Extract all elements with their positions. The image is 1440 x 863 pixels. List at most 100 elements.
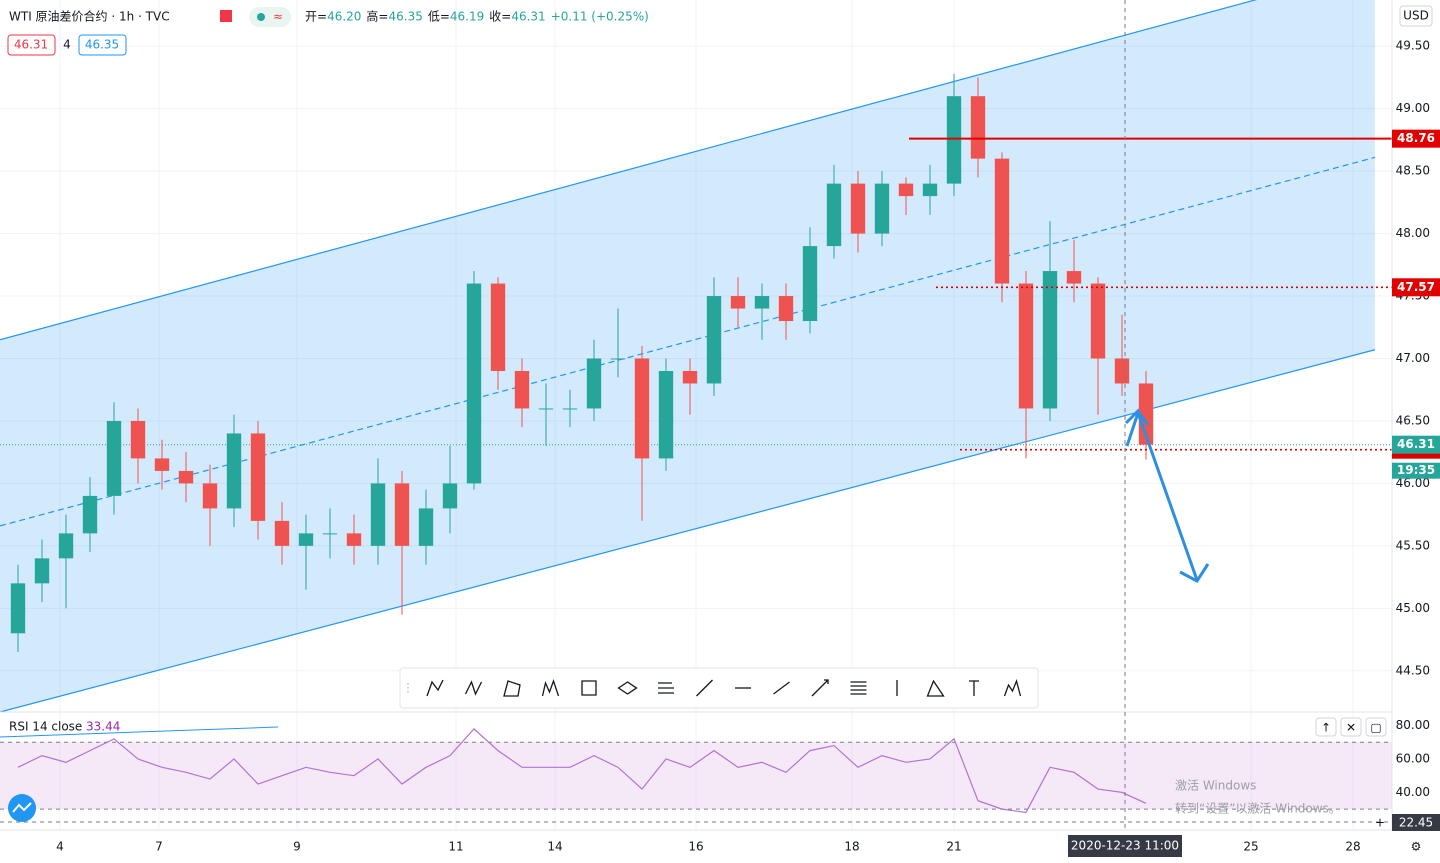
candle-body	[106, 420, 122, 496]
candle-body	[178, 470, 194, 484]
countdown: 19:35	[1397, 463, 1435, 477]
ohlc-key: 高=	[366, 9, 388, 24]
channel-fill	[0, 0, 1375, 712]
level-label-box	[1392, 278, 1440, 297]
ask-box	[78, 34, 127, 56]
tool-icon[interactable]	[503, 680, 521, 697]
tool-icon[interactable]	[773, 681, 790, 695]
candle-body	[82, 495, 98, 534]
crosshair-time: 2020-12-23 11:00	[1071, 839, 1179, 853]
candle-body	[994, 158, 1010, 284]
currency: USD	[1403, 9, 1429, 23]
tool-icon[interactable]	[969, 680, 979, 696]
candle-body	[706, 296, 722, 384]
y-tick-label: 48.00	[1396, 226, 1430, 240]
tool-icon[interactable]	[811, 679, 829, 697]
tool-icon[interactable]	[850, 681, 867, 695]
x-tick-label: 16	[688, 840, 703, 854]
y-tick-label: 44.50	[1396, 663, 1430, 677]
y-tick-label: 47.00	[1396, 351, 1430, 365]
rsi-trendline	[0, 726, 279, 738]
rsi-name: RSI 14 close	[9, 720, 82, 734]
pane-button[interactable]	[1315, 717, 1337, 737]
countdown-box	[1392, 462, 1440, 479]
last-price-label: 46.31	[1397, 437, 1435, 451]
candle-body	[970, 96, 986, 159]
tool-icon[interactable]	[926, 679, 945, 697]
tool-icon[interactable]	[696, 679, 713, 697]
tool-icon[interactable]	[426, 679, 444, 697]
y-tick-label: 60.00	[1396, 751, 1430, 765]
level-label: 48.76	[1397, 131, 1435, 145]
ohlc-value: 46.20	[327, 10, 361, 24]
candle-body	[682, 370, 698, 384]
candle-body	[850, 183, 866, 234]
status-dot	[257, 13, 265, 21]
channel-middle	[0, 156, 1376, 527]
candle-body	[1018, 283, 1034, 409]
x-tick-label: 7	[155, 840, 163, 854]
candle-body	[1066, 271, 1082, 284]
flag-icon	[220, 10, 232, 22]
channel-upper	[0, 0, 1258, 341]
candle-body	[130, 420, 146, 459]
tool-icon[interactable]	[464, 680, 483, 696]
level-label-box	[1392, 129, 1440, 148]
candle-body	[466, 283, 482, 484]
candle-body	[754, 296, 770, 309]
tool-icon[interactable]	[658, 682, 674, 694]
candle-body	[226, 433, 242, 509]
y-tick-label: 49.50	[1396, 39, 1430, 53]
candle-body	[394, 483, 410, 546]
toolbar	[399, 667, 1039, 709]
watermark-subtitle: 转到“设置”以激活 Windows。	[1175, 801, 1341, 816]
candle-body	[634, 358, 650, 459]
candle-body	[322, 533, 338, 535]
candle-body	[490, 283, 506, 371]
candle-body	[1042, 271, 1058, 409]
spread: 4	[63, 38, 71, 52]
candle-body	[586, 358, 602, 409]
pane-button-icon: ✕	[1346, 721, 1356, 735]
y-tick-label: 49.00	[1396, 101, 1430, 115]
y-tick-label: 80.00	[1396, 718, 1430, 732]
candle-body	[418, 508, 434, 546]
crosshair-value-box	[1392, 814, 1440, 831]
pane-button[interactable]	[1365, 717, 1387, 737]
pane-button-icon: ↑	[1321, 721, 1331, 735]
candle-body	[802, 246, 818, 322]
candle-body	[946, 96, 962, 184]
tool-icon[interactable]	[581, 680, 597, 696]
bid: 46.31	[14, 38, 48, 52]
ohlc-key: 收=	[489, 10, 511, 24]
rsi-value: 33.44	[86, 720, 120, 734]
tool-icon[interactable]	[541, 679, 560, 697]
y-tick-label: 40.00	[1396, 785, 1430, 799]
candle-body	[730, 296, 746, 309]
candle-body	[202, 483, 218, 509]
ohlc-key: 低=	[428, 10, 450, 24]
settings-icon[interactable]: ⚙	[1411, 840, 1422, 854]
ask: 46.35	[85, 38, 119, 52]
candle-body	[826, 183, 842, 247]
tool-icon[interactable]	[617, 681, 638, 695]
y-tick-label: 45.00	[1396, 601, 1430, 615]
status-icon: ≈	[273, 10, 283, 24]
candle-body	[778, 296, 794, 322]
last-price-label-box	[1392, 435, 1440, 454]
candle-body	[274, 520, 290, 546]
candle-body	[250, 433, 266, 521]
ohlc-value: 46.31	[511, 10, 545, 24]
ohlc-value: 46.35	[388, 10, 422, 24]
pane-button[interactable]	[1340, 717, 1362, 737]
tool-icon[interactable]	[1003, 678, 1022, 697]
bid-box	[7, 34, 56, 56]
candle-body	[58, 533, 74, 559]
candle-body	[874, 183, 890, 234]
arrow-head	[1179, 563, 1210, 583]
candle-body	[298, 533, 314, 546]
candle-body	[1114, 358, 1130, 384]
rsi-line	[17, 728, 1147, 814]
